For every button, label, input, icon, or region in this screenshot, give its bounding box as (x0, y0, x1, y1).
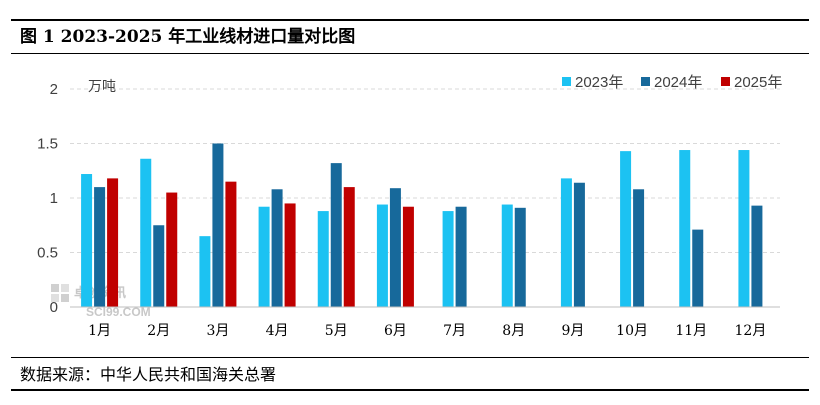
bar-2023年-4月 (258, 206, 270, 307)
x-tick-label: 1月 (88, 323, 111, 339)
y-tick-label: 1.5 (37, 136, 58, 153)
x-tick-label: 7月 (443, 323, 466, 339)
x-tick-label: 5月 (325, 323, 348, 339)
x-tick-label: 4月 (266, 323, 289, 339)
legend-swatch (641, 77, 650, 86)
x-tick-label: 6月 (384, 323, 407, 339)
bar-2025年-1月 (107, 178, 119, 307)
bar-2024年-6月 (389, 188, 401, 307)
bar-2023年-7月 (442, 211, 454, 307)
watermark-en: SCI99.COM (86, 305, 151, 319)
chart-title: 图 1 2023-2025 年工业线材进口量对比图 (20, 27, 356, 47)
x-tick-label: 10月 (616, 323, 648, 339)
y-tick-label: 1 (50, 190, 58, 207)
legend-label: 2024年 (654, 74, 702, 91)
x-tick-label: 2月 (147, 323, 170, 339)
bar-2023年-9月 (560, 178, 572, 307)
bar-2024年-1月 (94, 187, 106, 307)
unit-label: 万吨 (88, 79, 116, 95)
bar-2024年-11月 (692, 229, 704, 307)
x-tick-label: 11月 (675, 323, 707, 339)
bar-2024年-5月 (330, 163, 342, 307)
bar-2024年-2月 (153, 225, 165, 307)
watermark-logo-icon (51, 284, 69, 302)
bar-2023年-2月 (140, 158, 152, 307)
bar-2023年-3月 (199, 236, 211, 307)
x-tick-label: 12月 (735, 323, 767, 339)
top-border (11, 19, 809, 21)
gridlines (70, 88, 780, 253)
y-tick-label: 0 (50, 299, 58, 316)
source-divider (11, 357, 809, 358)
bar-2025年-5月 (343, 187, 355, 307)
bar-2025年-4月 (284, 203, 296, 307)
bar-2024年-12月 (751, 205, 763, 307)
bar-2025年-3月 (225, 181, 237, 307)
bar-2024年-3月 (212, 143, 224, 307)
legend-swatch (562, 77, 571, 86)
bar-2024年-7月 (455, 206, 467, 307)
bar-2023年-10月 (620, 151, 632, 307)
x-tick-label: 8月 (502, 323, 525, 339)
source-note: 数据来源：中华人民共和国海关总署 (20, 365, 277, 384)
bar-2025年-2月 (166, 192, 178, 307)
bar-2024年-4月 (271, 189, 283, 307)
x-tick-label: 9月 (561, 323, 584, 339)
bars (81, 143, 763, 307)
legend-label: 2025年 (734, 74, 782, 91)
legend: 2023年 2024年 2025年 (562, 74, 782, 91)
bar-2024年-8月 (514, 207, 526, 307)
bar-2023年-11月 (679, 150, 691, 307)
bottom-border (11, 389, 809, 391)
bar-2023年-8月 (501, 204, 513, 307)
bar-2025年-6月 (402, 206, 414, 307)
bar-2023年-5月 (317, 211, 329, 307)
title-divider (11, 53, 809, 54)
legend-label: 2023年 (575, 74, 623, 91)
bar-2024年-9月 (573, 182, 585, 307)
bar-2023年-12月 (738, 150, 750, 307)
y-tick-label: 0.5 (37, 245, 58, 262)
y-axis-ticks: 0 0.5 1 1.5 2 (37, 81, 58, 316)
y-tick-label: 2 (50, 81, 58, 98)
legend-swatch (721, 77, 730, 86)
bar-2024年-10月 (633, 189, 645, 307)
bar-chart: 00.511.52 万吨 卓创资讯 SCI99.COM 1月2月3月4月5月6月… (37, 74, 782, 339)
bar-2023年-6月 (376, 204, 388, 307)
x-axis-ticks: 1月 2月 3月 4月 5月 6月 7月 8月 9月 10月 11月 12月 (88, 323, 766, 339)
x-tick-label: 3月 (206, 323, 229, 339)
bar-2023年-1月 (81, 174, 93, 307)
